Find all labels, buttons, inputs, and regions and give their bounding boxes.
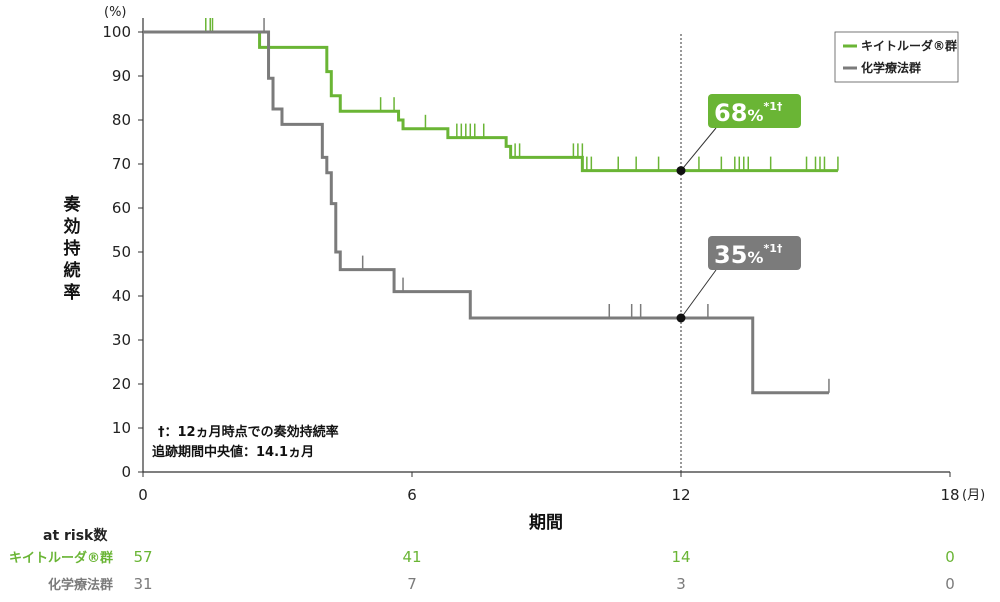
callout-point-0: [676, 166, 686, 176]
legend-label-pembro: キイトルーダ®群: [861, 38, 957, 53]
at-risk-value-0-1: 41: [402, 548, 421, 566]
y-tick-label: 20: [112, 375, 131, 393]
y-axis-title: 奏効持続率: [63, 194, 82, 303]
km-curve-series-0: [143, 30, 838, 173]
y-ticks: 0 10 20 30 40 50 60 70 80 90 100: [102, 23, 143, 481]
km-curve-series-1: [143, 30, 829, 395]
note-dagger: †：12ヵ月時点での奏効持続率: [158, 424, 339, 440]
at-risk-label-0: キイトルーダ®群: [9, 550, 113, 566]
y-tick-label: 80: [112, 111, 131, 129]
y-unit: (%): [104, 5, 127, 20]
at-risk-value-0-2: 14: [671, 548, 690, 566]
y-tick-label: 40: [112, 287, 131, 305]
callout-box-1: [708, 236, 801, 270]
y-tick-label: 90: [112, 67, 131, 85]
y-tick-label: 30: [112, 331, 131, 349]
legend-label-chemo: 化学療法群: [861, 60, 921, 75]
at-risk-value-0-0: 57: [133, 548, 152, 566]
x-unit: (月): [962, 488, 985, 503]
x-axis-title: 期間: [529, 513, 563, 533]
at-risk-label-1: 化学療法群: [48, 577, 113, 593]
at-risk-value-1-0: 31: [133, 575, 152, 593]
at-risk-value-1-1: 7: [407, 575, 417, 593]
x-tick-label: 18: [940, 486, 959, 504]
note-median-followup: 追跡期間中央値：14.1ヵ月: [152, 444, 314, 460]
callout-leader-1: [680, 269, 717, 319]
y-tick-label: 50: [112, 243, 131, 261]
y-tick-label: 60: [112, 199, 131, 217]
x-tick-label: 6: [407, 486, 417, 504]
callout-point-1: [676, 313, 686, 323]
series-layer: [143, 18, 839, 395]
legend: キイトルーダ®群 化学療法群: [834, 31, 959, 83]
y-tick-label: 100: [102, 23, 131, 41]
callout-leader-0: [680, 127, 717, 171]
x-tick-label: 0: [138, 486, 148, 504]
y-tick-label: 70: [112, 155, 131, 173]
at-risk-value-1-3: 0: [945, 575, 955, 593]
x-tick-label: 12: [671, 486, 690, 504]
y-tick-label: 0: [121, 463, 131, 481]
at-risk-value-0-3: 0: [945, 548, 955, 566]
at-risk-title: at risk数: [43, 527, 108, 544]
x-ticks: 0 6 12 18: [138, 472, 960, 504]
at-risk-table: キイトルーダ®群 57 41 14 0 化学療法群 31 7 3 0: [9, 548, 955, 593]
y-tick-label: 10: [112, 419, 131, 437]
at-risk-value-1-2: 3: [676, 575, 686, 593]
callout-layer: 68%*1†35%*1†: [676, 94, 801, 323]
callout-box-0: [708, 94, 801, 128]
